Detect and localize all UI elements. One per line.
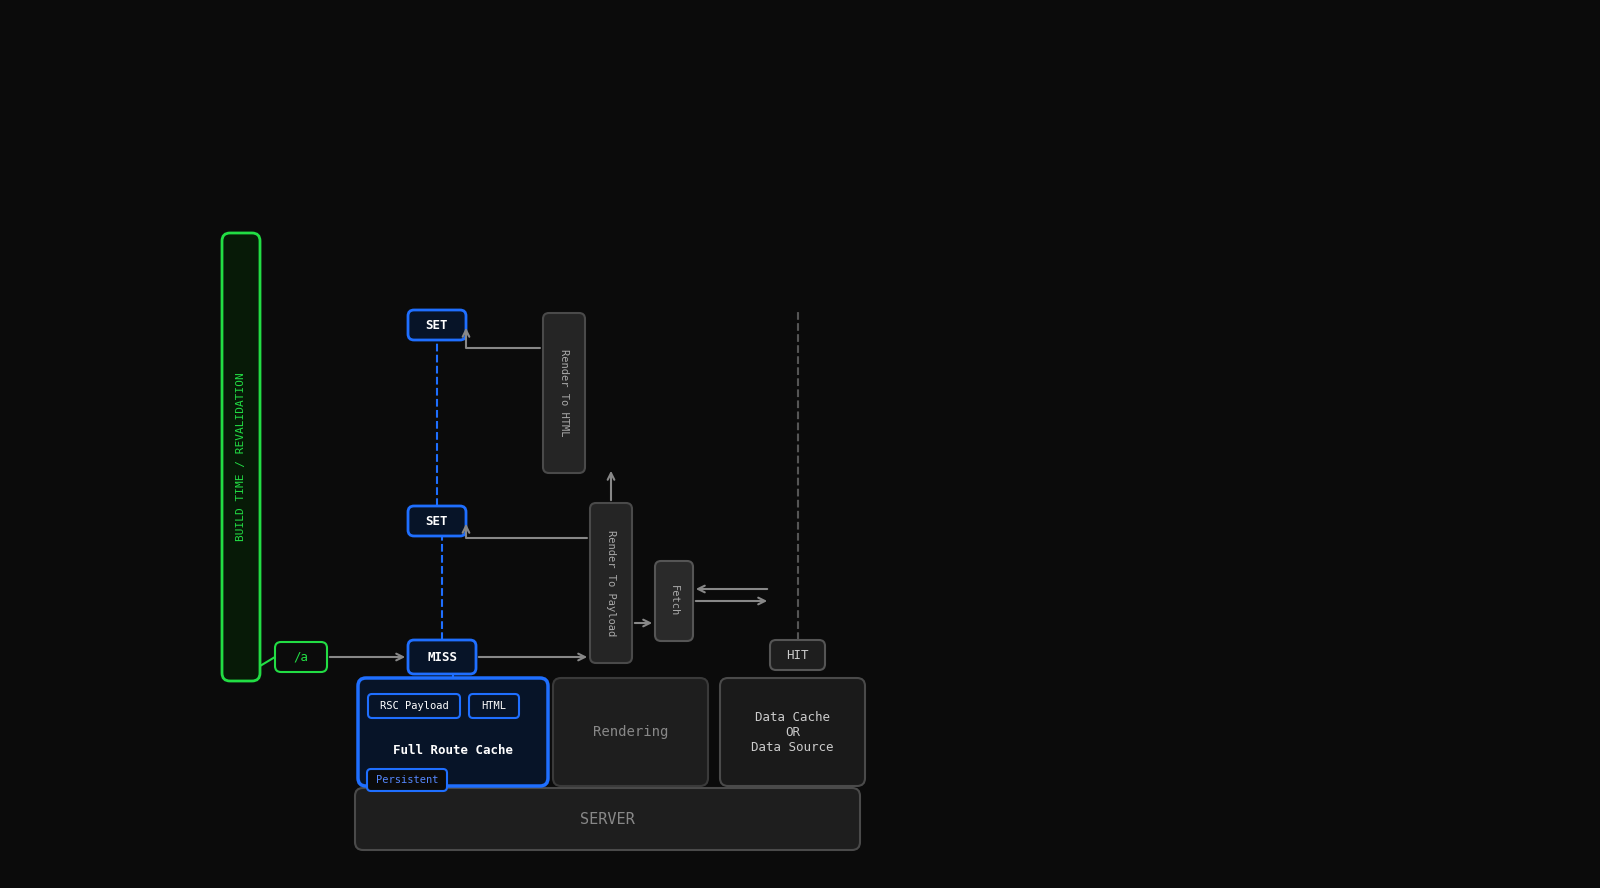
FancyBboxPatch shape bbox=[720, 678, 866, 786]
FancyBboxPatch shape bbox=[366, 769, 446, 791]
Text: HTML: HTML bbox=[482, 701, 507, 711]
FancyBboxPatch shape bbox=[368, 694, 461, 718]
FancyBboxPatch shape bbox=[358, 678, 547, 786]
Text: HIT: HIT bbox=[786, 648, 808, 662]
Text: SERVER: SERVER bbox=[581, 812, 635, 827]
FancyBboxPatch shape bbox=[654, 561, 693, 641]
FancyBboxPatch shape bbox=[355, 788, 861, 850]
Text: Fetch: Fetch bbox=[669, 585, 678, 616]
FancyBboxPatch shape bbox=[408, 310, 466, 340]
FancyBboxPatch shape bbox=[408, 640, 477, 674]
Text: Render To Payload: Render To Payload bbox=[606, 530, 616, 636]
FancyBboxPatch shape bbox=[469, 694, 518, 718]
Text: BUILD TIME / REVALIDATION: BUILD TIME / REVALIDATION bbox=[237, 373, 246, 542]
FancyBboxPatch shape bbox=[554, 678, 707, 786]
FancyBboxPatch shape bbox=[770, 640, 826, 670]
FancyBboxPatch shape bbox=[542, 313, 586, 473]
FancyBboxPatch shape bbox=[590, 503, 632, 663]
FancyBboxPatch shape bbox=[222, 233, 259, 681]
FancyBboxPatch shape bbox=[275, 642, 326, 672]
Text: Render To HTML: Render To HTML bbox=[558, 349, 570, 437]
FancyBboxPatch shape bbox=[408, 506, 466, 536]
Text: Persistent: Persistent bbox=[376, 775, 438, 785]
Text: RSC Payload: RSC Payload bbox=[379, 701, 448, 711]
Text: Data Cache
OR
Data Source: Data Cache OR Data Source bbox=[752, 710, 834, 754]
Text: MISS: MISS bbox=[427, 651, 458, 663]
Text: Full Route Cache: Full Route Cache bbox=[394, 743, 514, 757]
Text: /a: /a bbox=[293, 651, 309, 663]
Text: Rendering: Rendering bbox=[594, 725, 669, 739]
Text: SET: SET bbox=[426, 514, 448, 527]
Text: SET: SET bbox=[426, 319, 448, 331]
